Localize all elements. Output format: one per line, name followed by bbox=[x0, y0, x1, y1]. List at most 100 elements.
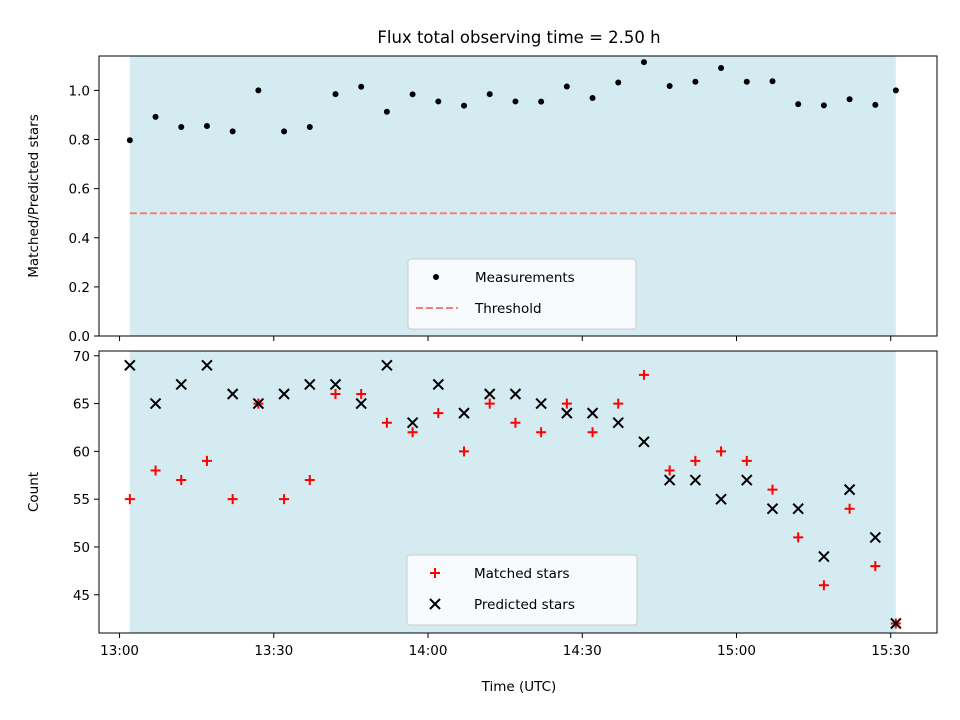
legend: Matched stars Predicted stars bbox=[406, 554, 638, 626]
measurement-point bbox=[589, 95, 596, 101]
y-tick-label: 65 bbox=[73, 397, 90, 413]
predicted-star-point bbox=[381, 359, 393, 372]
predicted-star-point bbox=[792, 503, 804, 515]
x-axis-label: Time (UTC) bbox=[481, 679, 557, 695]
predicted-star-point bbox=[458, 407, 470, 419]
matched-star-point bbox=[844, 503, 855, 514]
measurement-point bbox=[229, 128, 236, 135]
chart-title: Flux total observing time = 2.50 h bbox=[377, 28, 660, 47]
legend-measurement-swatch bbox=[433, 274, 439, 280]
matched-star-point bbox=[176, 475, 187, 486]
predicted-star-point bbox=[509, 388, 522, 400]
predicted-star-point bbox=[890, 617, 902, 630]
predicted-star-point bbox=[663, 474, 676, 486]
measurement-point bbox=[892, 87, 899, 94]
top-panel: 0.0 0.2 0.4 0.6 0.8 1.0 Matched/Predicted star… bbox=[26, 55, 938, 345]
measurement-point bbox=[461, 102, 468, 109]
axes-frame bbox=[98, 350, 938, 634]
measurement-point bbox=[743, 78, 750, 85]
measurement-point bbox=[615, 79, 622, 86]
x-tick-label: 14:00 bbox=[409, 643, 448, 659]
matched-star-point bbox=[690, 455, 701, 466]
matched-star-point bbox=[716, 446, 727, 457]
y-tick-label: 0.0 bbox=[69, 329, 90, 345]
matched-star-point bbox=[587, 427, 598, 438]
predicted-star-point bbox=[535, 397, 547, 410]
x-tick-label: 14:30 bbox=[563, 643, 602, 659]
measurement-point bbox=[640, 59, 647, 66]
matched-star-point bbox=[124, 494, 135, 505]
x-tick-label: 15:00 bbox=[717, 643, 756, 659]
y-tick-label: 1.0 bbox=[69, 83, 90, 99]
predicted-star-point bbox=[818, 550, 830, 563]
matched-star-point bbox=[407, 427, 418, 438]
matched-star-point bbox=[484, 398, 495, 409]
measurement-point bbox=[152, 113, 159, 120]
matched-star-point bbox=[201, 455, 212, 466]
matched-star-point bbox=[381, 417, 392, 428]
predicted-star-point bbox=[124, 359, 136, 372]
matched-star-point bbox=[638, 369, 649, 380]
predicted-star-point bbox=[149, 397, 162, 410]
measurement-point bbox=[846, 96, 853, 103]
y-tick-label: 50 bbox=[73, 540, 90, 556]
predicted-star-point bbox=[226, 388, 239, 400]
measurement-point bbox=[332, 91, 339, 98]
predicted-star-point bbox=[586, 407, 599, 419]
predicted-star-point bbox=[869, 531, 882, 544]
predicted-star-point bbox=[329, 378, 342, 391]
y-tick-label: 60 bbox=[73, 444, 90, 460]
y-tick-label: 0.8 bbox=[69, 133, 90, 149]
measurement-point bbox=[769, 78, 776, 85]
measurement-point bbox=[281, 128, 288, 135]
legend-label: Threshold bbox=[474, 301, 542, 317]
legend: Measurements Threshold bbox=[407, 258, 637, 330]
predicted-star-point bbox=[766, 503, 779, 515]
legend-label: Matched stars bbox=[474, 566, 570, 582]
predicted-star-point bbox=[843, 483, 856, 496]
legend-box bbox=[407, 258, 637, 330]
predicted-star-point bbox=[689, 474, 702, 486]
matched-star-point bbox=[793, 532, 804, 543]
measurement-point bbox=[820, 102, 827, 109]
predicted-star-point bbox=[175, 378, 187, 391]
matched-star-point bbox=[279, 494, 290, 505]
measurement-point bbox=[795, 101, 802, 108]
legend-matched-swatch bbox=[430, 568, 440, 578]
predicted-star-point bbox=[432, 378, 445, 391]
y-tick-label: 0.4 bbox=[69, 231, 90, 247]
matched-star-point bbox=[536, 427, 547, 438]
legend-label: Measurements bbox=[475, 270, 575, 286]
predicted-star-point bbox=[252, 397, 265, 410]
measurement-point bbox=[718, 65, 725, 72]
matched-star-point bbox=[664, 465, 675, 476]
measurement-point bbox=[435, 98, 442, 105]
predicted-star-point bbox=[561, 407, 573, 419]
predicted-star-point bbox=[304, 378, 316, 391]
y-axis-label: Matched/Predicted stars bbox=[26, 114, 42, 277]
measurement-point bbox=[692, 78, 699, 85]
matched-star-point bbox=[741, 455, 752, 466]
measurement-point bbox=[409, 91, 416, 98]
y-tick-label: 0.6 bbox=[69, 182, 90, 198]
matched-star-point bbox=[818, 580, 829, 591]
predicted-star-point bbox=[741, 474, 753, 486]
matched-star-point bbox=[304, 475, 315, 486]
matched-star-point bbox=[613, 398, 624, 409]
bottom-panel: 13:00 13:30 14:00 14:30 15:00 15:30 45 50 55 60 65… bbox=[26, 349, 938, 659]
legend-label: Predicted stars bbox=[474, 597, 575, 613]
measurement-point bbox=[306, 123, 313, 130]
matched-star-point bbox=[150, 465, 161, 476]
matched-star-point bbox=[433, 408, 444, 419]
measurement-point bbox=[178, 123, 185, 130]
y-tick-label: 0.2 bbox=[69, 280, 90, 296]
matched-star-point bbox=[561, 398, 572, 409]
measurement-point bbox=[126, 137, 133, 144]
predicted-star-point bbox=[406, 416, 419, 429]
y-axis-label: Count bbox=[26, 472, 42, 512]
legend-predicted-swatch bbox=[429, 598, 441, 610]
measurement-point bbox=[666, 82, 673, 89]
matched-star-point bbox=[330, 389, 341, 400]
matched-star-point bbox=[356, 389, 367, 400]
predicted-star-point bbox=[355, 397, 367, 410]
